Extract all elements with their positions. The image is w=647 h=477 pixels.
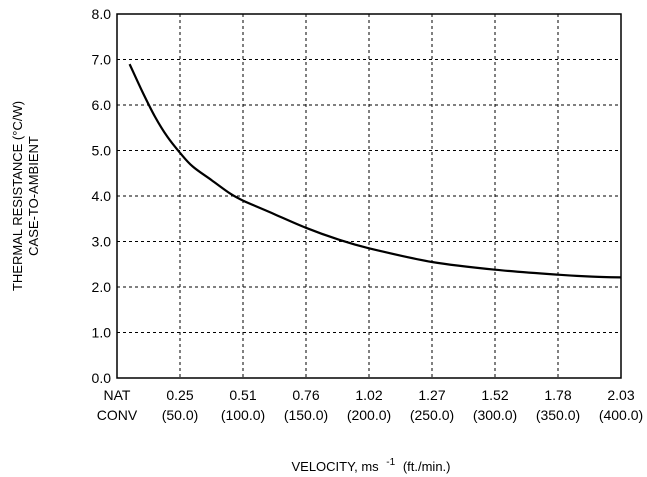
x-tick-label: 1.02: [355, 387, 382, 403]
x-axis-title-main: VELOCITY, ms: [291, 459, 379, 474]
x-tick-label: 1.27: [418, 387, 445, 403]
y-axis-title-line1: THERMAL RESISTANCE (°C/W): [10, 101, 25, 291]
y-tick-label: 5.0: [92, 143, 112, 159]
y-tick-label: 6.0: [92, 97, 112, 113]
x-tick-label: 1.78: [544, 387, 571, 403]
grid-lines: [117, 14, 621, 378]
y-tick-label: 3.0: [92, 234, 112, 250]
x-tick-label-ftmin: (100.0): [221, 407, 265, 423]
y-tick-label: 8.0: [92, 6, 112, 22]
x-tick-label-ftmin: (300.0): [473, 407, 517, 423]
y-tick-label: 2.0: [92, 279, 112, 295]
x-tick-label: NAT: [104, 387, 131, 403]
x-tick-label: 1.52: [481, 387, 508, 403]
y-axis-title-line2: CASE-TO-AMBIENT: [26, 136, 41, 256]
x-tick-label-ftmin: (200.0): [347, 407, 391, 423]
x-tick-label-ftmin: CONV: [97, 407, 138, 423]
plot-frame: [116, 13, 622, 379]
y-axis-title: THERMAL RESISTANCE (°C/W) CASE-TO-AMBIEN…: [10, 101, 41, 291]
y-tick-label: 4.0: [92, 188, 112, 204]
x-tick-label-ftmin: (50.0): [162, 407, 199, 423]
series-line: [128, 63, 622, 279]
x-tick-label-ftmin: (150.0): [284, 407, 328, 423]
y-tick-label: 7.0: [92, 52, 112, 68]
x-tick-label-ftmin: (250.0): [410, 407, 454, 423]
x-tick-label: 2.03: [607, 387, 634, 403]
x-tick-label-ftmin: (350.0): [536, 407, 580, 423]
y-tick-label: 0.0: [92, 370, 112, 386]
y-axis-ticks: 0.0 1.0 2.0 3.0 4.0 5.0 6.0 7.0 8.0: [92, 6, 112, 386]
x-tick-label: 0.25: [166, 387, 193, 403]
x-tick-label: 0.76: [292, 387, 319, 403]
x-axis-title-exponent: -1: [386, 457, 395, 468]
y-tick-label: 1.0: [92, 325, 112, 341]
x-axis-title: VELOCITY, ms -1 (ft./min.): [291, 453, 450, 474]
x-tick-label: 0.51: [229, 387, 256, 403]
x-axis-title-unit: (ft./min.): [403, 459, 451, 474]
x-axis-ticks: NAT CONV 0.25 (50.0) 0.51 (100.0) 0.76 (150.0) 1…: [97, 387, 643, 423]
x-tick-label-ftmin: (400.0): [599, 407, 643, 423]
